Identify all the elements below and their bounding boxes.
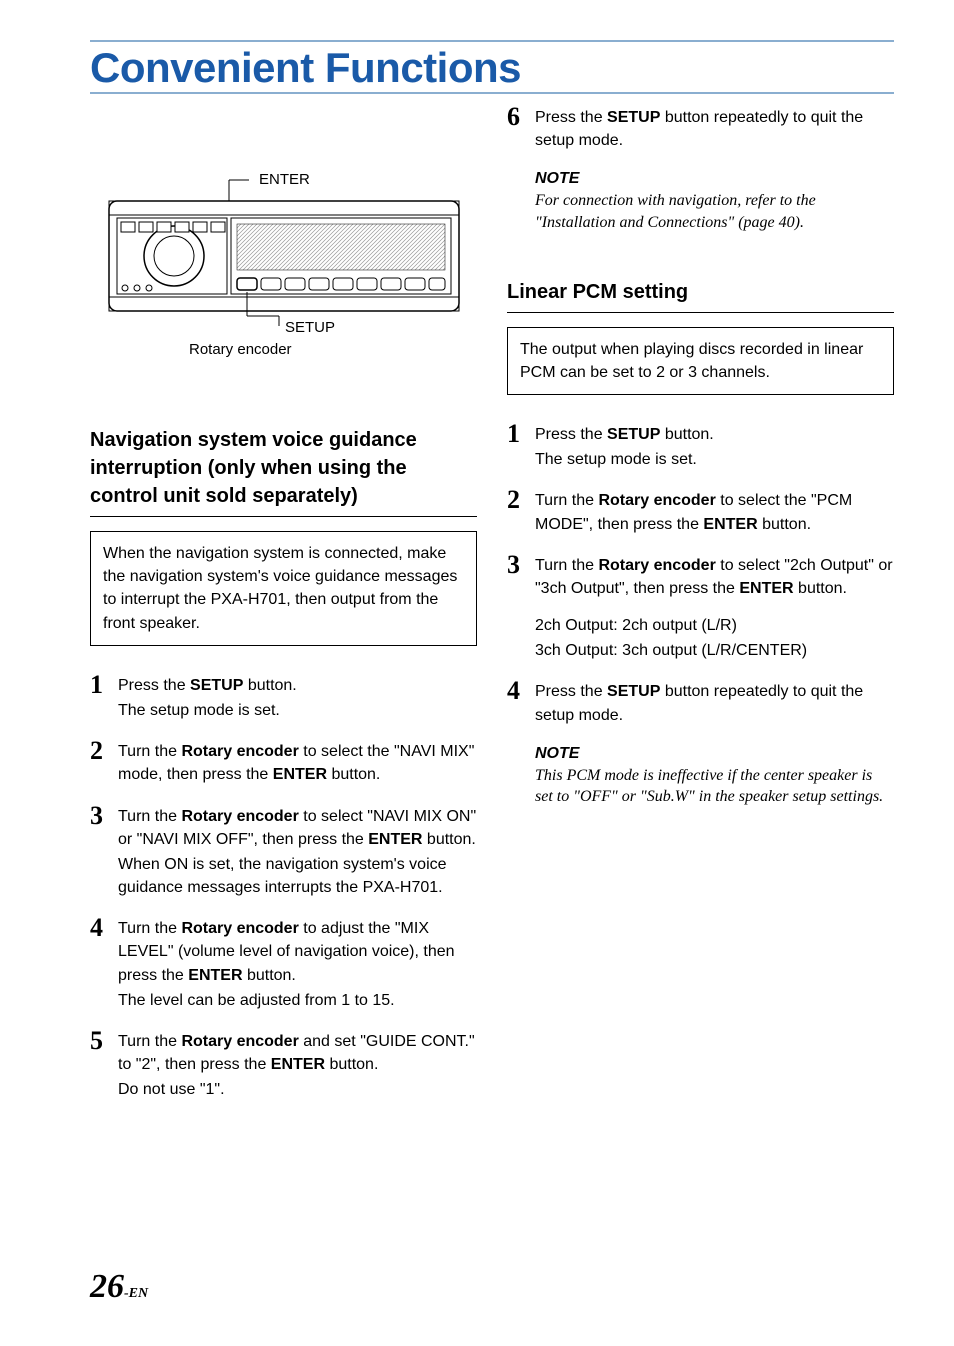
note-pcm: NOTE This PCM mode is ineffective if the…: [507, 745, 894, 808]
step-body: Turn the Rotary encoder to adjust the "M…: [118, 917, 477, 1014]
step-line: Do not use "1".: [118, 1078, 477, 1101]
control-unit-diagram: ENTER: [99, 166, 469, 386]
step-body: Turn the Rotary encoder to select "2ch O…: [535, 554, 894, 665]
step-number: 4: [507, 678, 535, 704]
step-line: When ON is set, the navigation system's …: [118, 853, 477, 899]
diagram-enter-label: ENTER: [259, 171, 310, 188]
navi-intro-box: When the navigation system is connected,…: [90, 531, 477, 646]
step-number: 4: [90, 915, 118, 941]
step: 2Turn the Rotary encoder to select the "…: [90, 740, 477, 788]
note-navi: NOTE For connection with navigation, ref…: [507, 170, 894, 233]
step-body: Turn the Rotary encoder to select the "P…: [535, 489, 894, 537]
step-line: Turn the Rotary encoder and set "GUIDE C…: [118, 1030, 477, 1076]
step-body: Press the SETUP button repeatedly to qui…: [535, 680, 894, 728]
page-number: 26-EN: [90, 1268, 148, 1306]
step: 4Press the SETUP button repeatedly to qu…: [507, 680, 894, 728]
step-number: 1: [90, 672, 118, 698]
step-line: Press the SETUP button repeatedly to qui…: [535, 680, 894, 726]
step-line: Press the SETUP button repeatedly to qui…: [535, 106, 894, 152]
step: 4Turn the Rotary encoder to adjust the "…: [90, 917, 477, 1014]
navi-steps: 1Press the SETUP button.The setup mode i…: [90, 674, 477, 1104]
page-title: Convenient Functions: [90, 40, 894, 94]
step-number: 5: [90, 1028, 118, 1054]
step: 3Turn the Rotary encoder to select "2ch …: [507, 554, 894, 665]
note-head: NOTE: [535, 170, 894, 188]
step-number: 2: [90, 738, 118, 764]
note-head: NOTE: [535, 745, 894, 763]
step-number: 3: [507, 552, 535, 578]
pcm-steps: 1Press the SETUP button.The setup mode i…: [507, 423, 894, 729]
step-body: Press the SETUP button repeatedly to qui…: [535, 106, 894, 154]
step: 1Press the SETUP button.The setup mode i…: [90, 674, 477, 724]
step-number: 2: [507, 487, 535, 513]
step-body: Press the SETUP button.The setup mode is…: [118, 674, 297, 724]
step-body: Turn the Rotary encoder and set "GUIDE C…: [118, 1030, 477, 1104]
step-body: Turn the Rotary encoder to select the "N…: [118, 740, 477, 788]
section-heading-pcm: Linear PCM setting: [507, 278, 894, 306]
step-number: 1: [507, 421, 535, 447]
note-body: For connection with navigation, refer to…: [535, 190, 894, 233]
step-extra-line: 3ch Output: 3ch output (L/R/CENTER): [535, 639, 894, 662]
step-line: Press the SETUP button.: [118, 674, 297, 697]
step-number: 6: [507, 104, 535, 130]
step: 5Turn the Rotary encoder and set "GUIDE …: [90, 1030, 477, 1104]
step: 3Turn the Rotary encoder to select "NAVI…: [90, 805, 477, 902]
step-line: The setup mode is set.: [118, 699, 297, 722]
step-extra-line: 2ch Output: 2ch output (L/R): [535, 614, 894, 637]
step: 1Press the SETUP button.The setup mode i…: [507, 423, 894, 473]
step-body: Press the SETUP button.The setup mode is…: [535, 423, 714, 473]
step-line: Turn the Rotary encoder to select the "N…: [118, 740, 477, 786]
section-rule: [90, 516, 477, 517]
step-number: 3: [90, 803, 118, 829]
step-line: Turn the Rotary encoder to select "NAVI …: [118, 805, 477, 851]
section-rule-pcm: [507, 312, 894, 313]
step: 6Press the SETUP button repeatedly to qu…: [507, 106, 894, 154]
step-line: The setup mode is set.: [535, 448, 714, 471]
step-line: Turn the Rotary encoder to select the "P…: [535, 489, 894, 535]
note-body: This PCM mode is ineffective if the cent…: [535, 765, 894, 808]
step-body: Turn the Rotary encoder to select "NAVI …: [118, 805, 477, 902]
step-line: Turn the Rotary encoder to select "2ch O…: [535, 554, 894, 600]
step: 2Turn the Rotary encoder to select the "…: [507, 489, 894, 537]
step-line: Turn the Rotary encoder to adjust the "M…: [118, 917, 477, 987]
diagram-rotary-label: Rotary encoder: [189, 341, 292, 358]
diagram-setup-label: SETUP: [285, 319, 335, 336]
step-line: The level can be adjusted from 1 to 15.: [118, 989, 477, 1012]
step-line: Press the SETUP button.: [535, 423, 714, 446]
pcm-intro-box: The output when playing discs recorded i…: [507, 327, 894, 395]
navi-step6: 6Press the SETUP button repeatedly to qu…: [507, 106, 894, 154]
section-heading-navi: Navigation system voice guidance interru…: [90, 426, 477, 510]
